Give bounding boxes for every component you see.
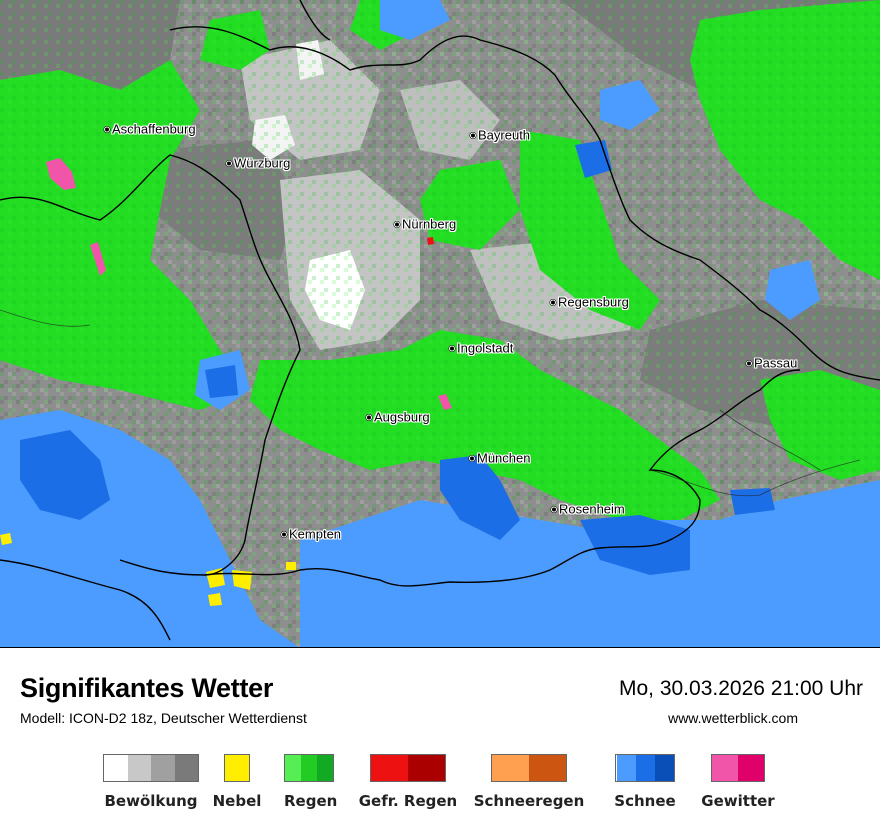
city-wuerzburg: Würzburg — [226, 156, 290, 171]
legend-swatch — [174, 755, 198, 781]
legend-swatch — [738, 755, 764, 781]
city-bayreuth: Bayreuth — [470, 128, 530, 143]
city-label: Passau — [754, 355, 798, 371]
city-ingolstadt: Ingolstadt — [449, 341, 513, 356]
thunderstorm-area — [438, 394, 452, 410]
legend-swatches — [284, 754, 334, 782]
city-dot-icon — [394, 221, 400, 227]
snow-heavy-area — [205, 365, 238, 398]
city-label: Bayreuth — [478, 127, 531, 143]
city-label: Rosenheim — [559, 501, 625, 517]
city-nuernberg: Nürnberg — [394, 217, 456, 232]
legend-label: Gefr. Regen — [358, 792, 458, 810]
city-label: Ingolstadt — [457, 340, 514, 356]
city-dot-icon — [550, 299, 556, 305]
snow-heavy-area — [730, 488, 775, 515]
legend-swatch — [104, 755, 128, 781]
legend-swatch — [616, 755, 636, 781]
legend-fog: Nebel — [210, 754, 264, 810]
snow-area — [600, 80, 660, 130]
snow-heavy-area — [20, 430, 110, 520]
legend-swatch — [635, 755, 655, 781]
legend-swatch — [151, 755, 175, 781]
legend-swatch — [408, 755, 445, 781]
legend-label: Schnee — [614, 792, 676, 810]
forecast-datetime: Mo, 30.03.2026 21:00 Uhr — [618, 677, 863, 700]
city-kempten: Kempten — [281, 527, 341, 542]
snow-area — [765, 260, 820, 320]
city-dot-icon — [469, 455, 475, 461]
legend-swatches — [224, 754, 250, 782]
legend-label: Bewölkung — [104, 792, 198, 810]
fog-area — [208, 593, 222, 606]
weather-map: Aschaffenburg Würzburg Bayreuth Nürnberg… — [0, 0, 880, 648]
city-dot-icon — [281, 531, 287, 537]
fog-area — [232, 570, 252, 590]
legend-thunderstorm: Gewitter — [696, 754, 780, 810]
city-dot-icon — [366, 414, 372, 420]
map-title: Signifikantes Wetter — [20, 673, 274, 703]
legend-swatch — [371, 755, 408, 781]
legend-freezing-rain: Gefr. Regen — [356, 754, 460, 810]
fog-area — [206, 568, 225, 588]
legend-swatches — [711, 754, 765, 782]
model-info: Modell: ICON-D2 18z, Deutscher Wetterdie… — [20, 710, 307, 726]
city-label: Aschaffenburg — [112, 121, 196, 137]
thunderstorm-area — [90, 242, 106, 276]
city-dot-icon — [746, 360, 752, 366]
city-dot-icon — [551, 506, 557, 512]
legend-swatch — [301, 755, 317, 781]
legend-swatch — [529, 755, 566, 781]
freezing-rain-spot — [427, 237, 434, 245]
city-passau: Passau — [746, 356, 797, 371]
legend-sleet: Schneeregen — [470, 754, 588, 810]
city-dot-icon — [449, 345, 455, 351]
legend-swatches — [491, 754, 567, 782]
legend-cloud: Bewölkung — [103, 754, 199, 810]
snow-heavy-area — [440, 455, 520, 540]
city-dot-icon — [104, 126, 110, 132]
city-label: Regensburg — [558, 294, 629, 310]
city-dot-icon — [226, 160, 232, 166]
weather-layer — [0, 0, 880, 647]
legend-snow: Schnee — [607, 754, 683, 810]
map-footer: Signifikantes Wetter Modell: ICON-D2 18z… — [0, 649, 880, 830]
city-label: München — [477, 450, 531, 466]
legend-rain: Regen — [284, 754, 338, 810]
snow-area — [380, 0, 450, 40]
snow-heavy-area — [580, 515, 690, 575]
city-rosenheim: Rosenheim — [551, 502, 625, 517]
city-aschaffenburg: Aschaffenburg — [104, 122, 196, 137]
legend-swatches — [103, 754, 199, 782]
city-label: Würzburg — [234, 155, 291, 171]
legend-swatch — [127, 755, 151, 781]
city-dot-icon — [470, 132, 476, 138]
fog-area — [0, 533, 12, 545]
legend-swatch — [492, 755, 529, 781]
snow-area — [300, 480, 880, 647]
legend-swatch — [712, 755, 738, 781]
legend-label: Regen — [284, 792, 338, 810]
legend-label: Schneeregen — [473, 792, 585, 810]
legend-swatch — [317, 755, 333, 781]
legend-swatch — [285, 755, 301, 781]
website-link[interactable]: www.wetterblick.com — [668, 710, 798, 726]
legend-label: Gewitter — [701, 792, 775, 810]
legend-swatches — [615, 754, 675, 782]
legend-swatch — [225, 755, 249, 781]
city-regensburg: Regensburg — [550, 295, 629, 310]
city-muenchen: München — [469, 451, 530, 466]
legend-label: Nebel — [212, 792, 262, 810]
legend-swatch — [654, 755, 674, 781]
city-label: Nürnberg — [402, 216, 457, 232]
city-augsburg: Augsburg — [366, 410, 430, 425]
border-lines — [0, 0, 880, 641]
legend-swatches — [370, 754, 446, 782]
fog-area — [286, 562, 296, 570]
thunderstorm-area — [46, 158, 76, 190]
region-lines — [0, 309, 861, 497]
city-label: Augsburg — [374, 409, 430, 425]
city-label: Kempten — [289, 526, 342, 542]
